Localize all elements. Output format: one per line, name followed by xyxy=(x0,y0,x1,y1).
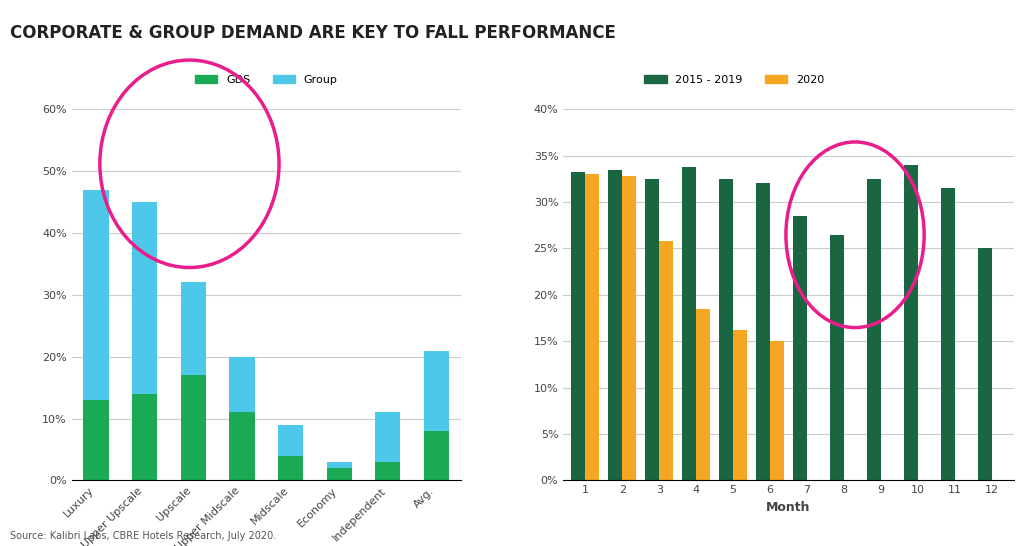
Bar xyxy=(229,357,255,412)
Bar xyxy=(424,431,450,480)
Text: 2019 % of Total Demand by Chain Scale: 2019 % of Total Demand by Chain Scale xyxy=(19,77,297,90)
Text: CORPORATE & GROUP DEMAND ARE KEY TO FALL PERFORMANCE: CORPORATE & GROUP DEMAND ARE KEY TO FALL… xyxy=(10,24,616,41)
Text: Source: Kalibri Labs, CBRE Hotels Research, July 2020.: Source: Kalibri Labs, CBRE Hotels Resear… xyxy=(10,531,276,541)
Bar xyxy=(733,330,748,480)
Bar xyxy=(83,189,109,400)
Bar xyxy=(608,169,623,480)
Bar xyxy=(132,202,158,394)
Bar xyxy=(327,468,352,480)
Bar xyxy=(83,400,109,480)
Bar xyxy=(829,234,844,480)
Bar xyxy=(659,241,673,480)
Bar xyxy=(866,179,881,480)
Bar xyxy=(180,282,206,375)
Bar xyxy=(941,188,954,480)
Bar xyxy=(682,167,696,480)
Bar xyxy=(327,462,352,468)
Bar xyxy=(278,425,303,456)
Bar xyxy=(770,341,784,480)
Bar xyxy=(904,165,918,480)
Bar xyxy=(719,179,733,480)
Bar xyxy=(696,308,711,480)
Bar xyxy=(132,394,158,480)
Text: GDS/Group % of Total Revenue by Month  - All Hotels: GDS/Group % of Total Revenue by Month - … xyxy=(492,77,863,90)
Bar xyxy=(623,176,636,480)
Bar xyxy=(375,412,400,462)
X-axis label: Month: Month xyxy=(766,501,811,514)
Bar xyxy=(756,183,770,480)
Legend: 2015 - 2019, 2020: 2015 - 2019, 2020 xyxy=(640,70,828,89)
Bar xyxy=(180,375,206,480)
Bar xyxy=(793,216,807,480)
Bar xyxy=(278,456,303,480)
Bar xyxy=(571,173,586,480)
Bar xyxy=(375,462,400,480)
Bar xyxy=(645,179,659,480)
Bar xyxy=(978,248,991,480)
Legend: GDS, Group: GDS, Group xyxy=(190,70,342,89)
Bar xyxy=(586,174,599,480)
Bar xyxy=(424,351,450,431)
Bar xyxy=(229,412,255,480)
